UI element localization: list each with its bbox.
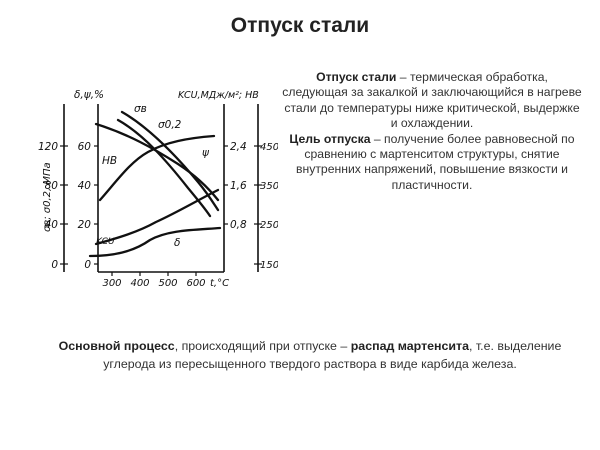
x-tick: 500 — [158, 278, 177, 289]
main-process-text-2: , т.е. выделение углерода из пересыщенно… — [103, 339, 562, 371]
tempering-properties-chart: 0 40 80 120 0 20 40 60 0,8 1,6 2,4 150 2… — [38, 89, 278, 289]
page-title: Отпуск стали — [230, 14, 370, 37]
y-right-inner-tick: 2,4 — [230, 141, 247, 153]
main-process-term: Основной процесс — [58, 339, 175, 353]
purpose-text: – получение более равновесной по сравнен… — [296, 131, 575, 192]
curve-label-sigma-02: σ0,2 — [158, 119, 182, 131]
term-purpose: Цель отпуска — [289, 131, 371, 146]
main-process-emphasis: распад мартенсита — [350, 339, 469, 353]
x-tick: 300 — [102, 278, 121, 289]
curve-sigma-02 — [116, 118, 212, 218]
curve-delta — [94, 188, 220, 246]
curve-hb — [94, 122, 220, 202]
y-right-outer-tick: 150 — [260, 260, 278, 271]
curve-label-psi: ψ — [202, 147, 210, 159]
y-right-outer-tick: 350 — [260, 181, 278, 192]
curve-label-sigma-b: σв — [134, 103, 147, 115]
y-left-inner-tick: 0 — [84, 259, 91, 271]
y-right-inner-tick: 1,6 — [230, 180, 247, 192]
y-right-outer-tick: 250 — [260, 220, 278, 231]
main-process-block: Основной процесс, происходящий при отпус… — [40, 337, 580, 373]
inner-right-axis-title: KCU,МДж/м²; НВ — [178, 90, 259, 101]
curve-label-kcu: KCU — [96, 237, 115, 247]
y-right-inner-tick: 0,8 — [230, 219, 247, 231]
curve-kcu — [88, 226, 222, 258]
outer-left-axis-title: σв; σ0,2, МПа — [42, 162, 53, 232]
curve-label-delta: δ — [174, 237, 180, 249]
y-left-inner-tick: 40 — [78, 180, 92, 192]
y-left-inner-tick: 20 — [78, 219, 92, 231]
y-left-outer-tick: 120 — [38, 141, 58, 153]
inner-left-axis-title: δ,ψ,% — [74, 89, 104, 101]
definition-block: Отпуск стали – термическая обработка, сл… — [282, 70, 582, 193]
x-tick: 400 — [130, 278, 149, 289]
curve-psi — [98, 134, 216, 202]
y-left-outer-tick: 0 — [51, 259, 58, 271]
y-left-outer-tick: 80 — [45, 180, 59, 192]
curve-label-hb: НВ — [102, 155, 117, 167]
main-process-text-1: , происходящий при отпуске – — [174, 339, 351, 353]
x-axis-label: t,°C — [210, 278, 229, 289]
y-right-outer-tick: 450 — [260, 142, 278, 153]
y-left-inner-tick: 60 — [78, 141, 92, 153]
term-tempering: Отпуск стали — [316, 70, 397, 84]
y-left-outer-tick: 40 — [45, 219, 59, 231]
curve-sigma-b — [120, 110, 220, 212]
x-tick: 600 — [186, 278, 205, 289]
definition-text: – термическая обработка, следующая за за… — [282, 70, 582, 131]
